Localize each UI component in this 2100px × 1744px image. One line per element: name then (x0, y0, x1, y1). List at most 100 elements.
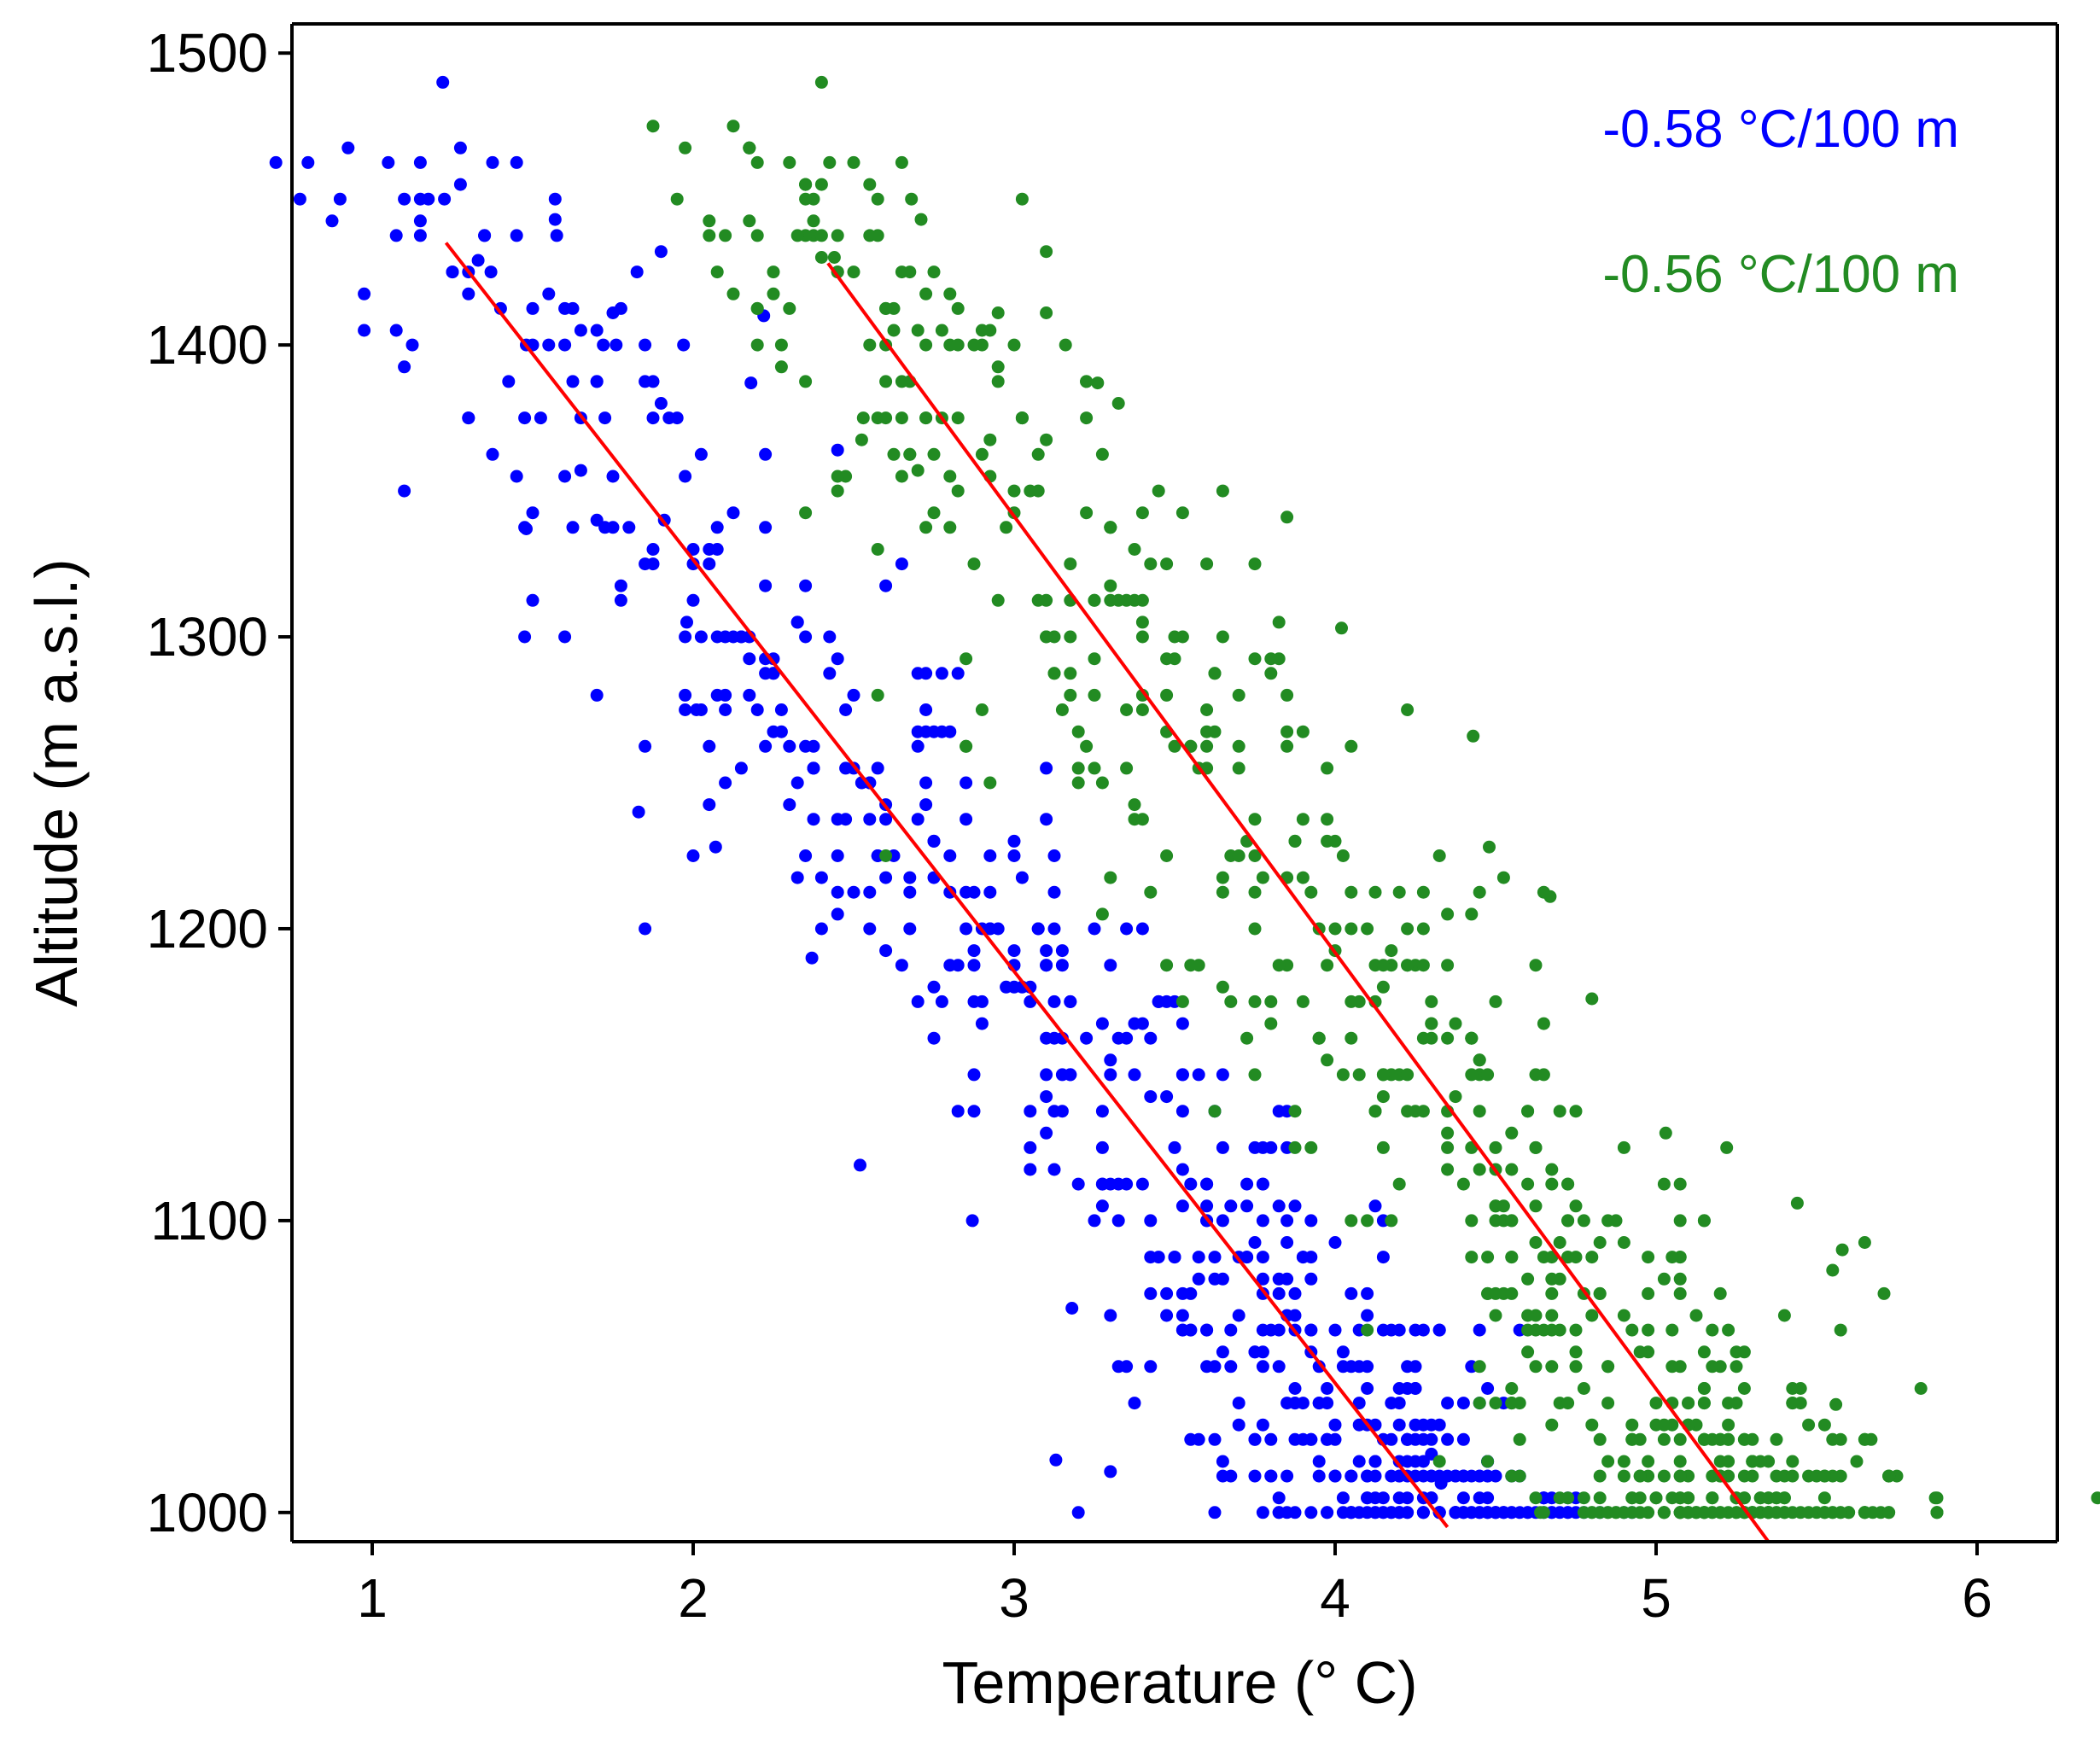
point-green (1248, 813, 1262, 826)
point-green (1794, 1382, 1807, 1395)
point-green (1553, 1236, 1566, 1249)
point-green (1882, 1469, 1896, 1483)
point-blue (807, 761, 820, 775)
point-green (1770, 1491, 1783, 1505)
point-green (1473, 1105, 1486, 1118)
point-green (1642, 1286, 1655, 1300)
point-green (879, 411, 893, 425)
point-green (814, 229, 828, 242)
point-blue (847, 885, 860, 899)
point-blue (1328, 1418, 1342, 1432)
point-blue (1328, 1236, 1342, 1249)
point-green (1441, 907, 1455, 921)
point-green (1441, 1031, 1455, 1045)
point-blue (1312, 1397, 1326, 1410)
point-green (1361, 1323, 1374, 1337)
point-green (1561, 1251, 1575, 1264)
point-green (1730, 1345, 1743, 1359)
point-blue (790, 776, 804, 790)
point-blue (983, 849, 997, 862)
point-blue (903, 885, 917, 899)
point-blue (1321, 1432, 1334, 1446)
point-green (967, 338, 981, 352)
point-blue (1392, 1469, 1406, 1483)
point-green (1790, 1196, 1804, 1210)
point-blue (1064, 994, 1077, 1008)
point-green (1786, 1397, 1800, 1410)
point-blue (358, 287, 371, 300)
point-blue (1272, 1360, 1286, 1374)
point-blue (719, 703, 732, 716)
point-blue (1456, 1397, 1470, 1410)
point-green (1713, 1506, 1727, 1519)
point-blue (1104, 1309, 1117, 1322)
point-green (871, 543, 884, 556)
point-green (1496, 871, 1510, 884)
point-green (1401, 959, 1415, 972)
point-green (1505, 1251, 1519, 1264)
point-blue (1031, 922, 1045, 936)
point-green (1160, 959, 1174, 972)
point-blue (679, 470, 692, 483)
point-green (1673, 1286, 1687, 1300)
point-green (895, 265, 908, 279)
point-blue (951, 959, 965, 972)
point-blue (831, 907, 844, 921)
point-blue (1175, 1105, 1189, 1118)
point-green (1288, 834, 1302, 848)
point-blue (694, 447, 708, 461)
point-blue (1481, 1382, 1495, 1395)
point-green (1401, 703, 1415, 716)
point-blue (1561, 1506, 1575, 1519)
point-blue (1049, 1453, 1063, 1467)
point-green (1722, 1323, 1735, 1337)
point-blue (1224, 1199, 1238, 1213)
point-green (1914, 1382, 1928, 1395)
point-blue (1256, 1323, 1269, 1337)
point-blue (1401, 1491, 1415, 1505)
point-green (1376, 1140, 1390, 1154)
point-green (1208, 667, 1222, 680)
point-green (1312, 1031, 1326, 1045)
point-blue (1152, 994, 1165, 1008)
point-green (1473, 1360, 1486, 1374)
point-green (1120, 761, 1134, 775)
point-blue (1248, 1345, 1262, 1359)
point-green (1064, 688, 1077, 702)
point-blue (1088, 1214, 1101, 1228)
point-green (831, 470, 844, 483)
point-blue (679, 703, 692, 716)
point-green (1152, 484, 1165, 498)
point-green (1135, 615, 1149, 629)
point-green (799, 192, 813, 206)
point-green (1208, 1105, 1222, 1118)
point-blue (1465, 1506, 1479, 1519)
point-green (1817, 1469, 1831, 1483)
point-blue (566, 521, 580, 534)
point-green (1144, 885, 1158, 899)
point-blue (1240, 1199, 1254, 1213)
point-green (1432, 1455, 1446, 1468)
point-blue (1304, 1323, 1318, 1337)
point-green (703, 214, 716, 228)
point-green (710, 265, 724, 279)
point-blue (1304, 1272, 1318, 1286)
point-blue (1401, 1455, 1415, 1468)
point-green (1071, 725, 1085, 738)
point-blue (1040, 1126, 1053, 1140)
point-blue (759, 447, 773, 461)
point-blue (960, 813, 973, 826)
point-blue (639, 922, 652, 936)
point-green (895, 375, 908, 388)
point-blue (1288, 1286, 1302, 1300)
point-green (1850, 1455, 1864, 1468)
point-blue (1392, 1382, 1406, 1395)
point-green (847, 265, 860, 279)
trend-line-green (826, 262, 1770, 1543)
point-green (1000, 521, 1013, 534)
point-blue (1200, 1199, 1214, 1213)
point-blue (1024, 1105, 1037, 1118)
point-green (1441, 959, 1455, 972)
point-blue (1104, 1053, 1117, 1067)
point-green (1416, 959, 1430, 972)
